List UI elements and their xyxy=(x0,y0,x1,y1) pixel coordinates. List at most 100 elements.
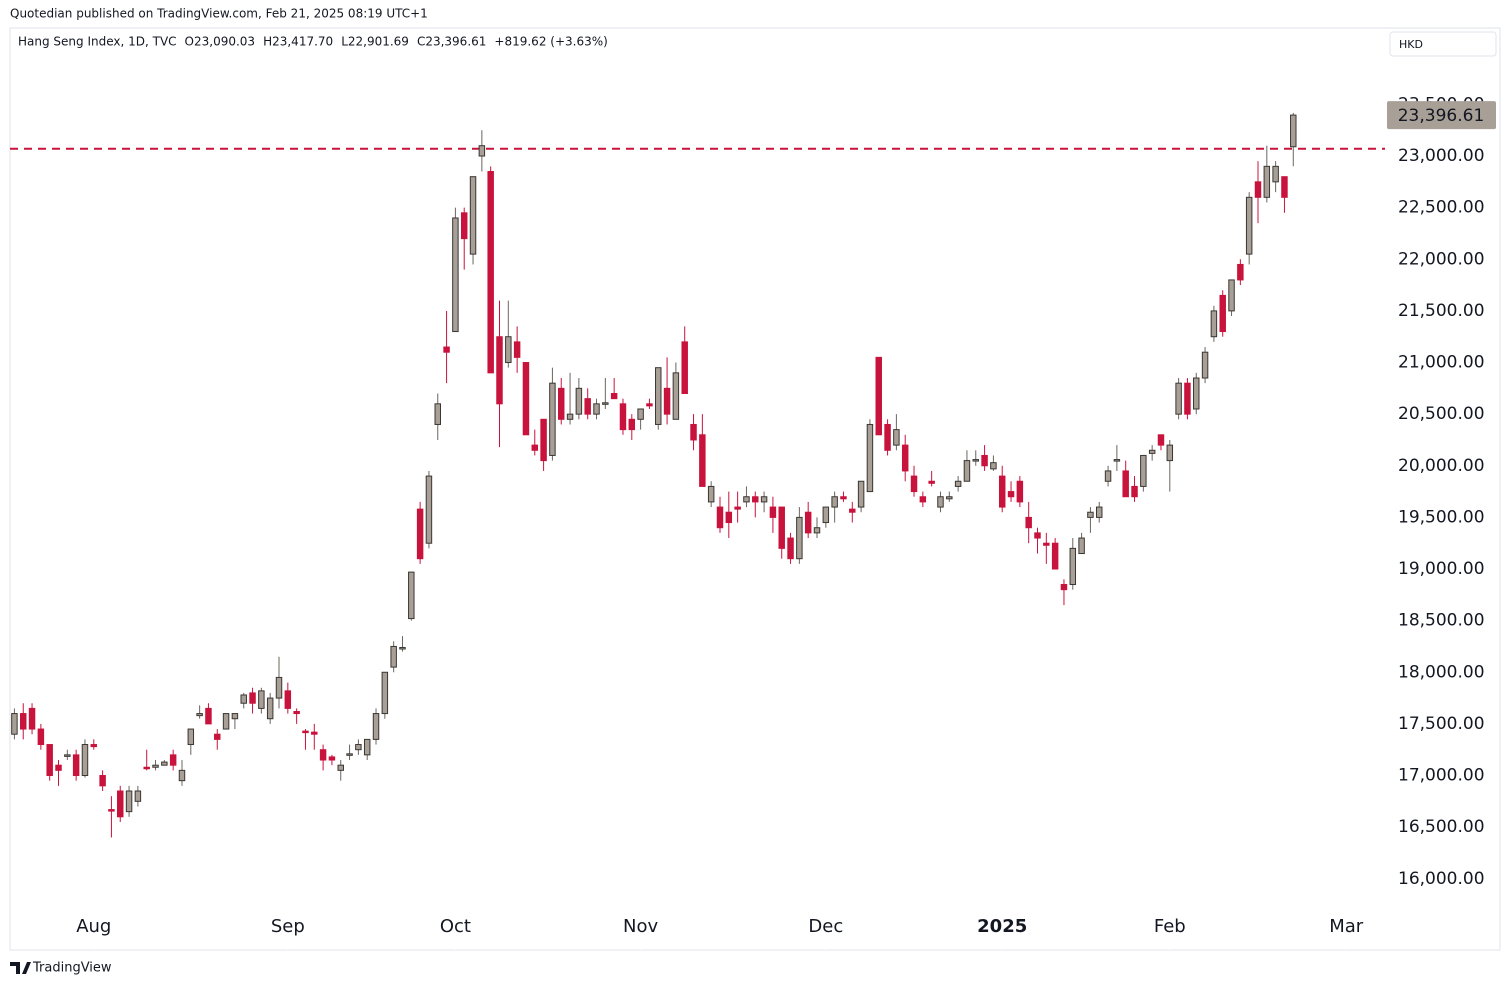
candle-body xyxy=(857,480,865,508)
candle-body xyxy=(346,753,353,756)
candle-body xyxy=(725,511,733,524)
candle-body xyxy=(672,372,680,420)
candle-body xyxy=(143,766,150,770)
y-tick-label: 20,000.00 xyxy=(1398,456,1485,476)
candle-body xyxy=(64,754,71,757)
candle-body xyxy=(1281,176,1288,198)
candle-body xyxy=(893,429,900,446)
candle-body xyxy=(1078,537,1085,555)
legend-value: C23,396.61 xyxy=(417,35,486,49)
candle-body xyxy=(161,761,168,766)
x-tick-label: Sep xyxy=(271,916,305,937)
candle-body xyxy=(849,508,856,513)
frame xyxy=(9,27,1501,951)
candle-body xyxy=(337,764,344,771)
y-tick-label: 16,500.00 xyxy=(1398,817,1485,837)
candle-body xyxy=(284,690,292,709)
candle-body xyxy=(37,728,45,746)
candle-body xyxy=(1201,351,1209,379)
candle-body xyxy=(1034,532,1041,539)
candle-body xyxy=(81,744,89,777)
candle-body xyxy=(655,367,662,425)
candle-body xyxy=(372,713,380,740)
x-tick-label: Aug xyxy=(76,916,111,937)
price-label-box xyxy=(1387,101,1496,130)
candle-body xyxy=(778,506,785,549)
y-tick-label: 22,000.00 xyxy=(1398,249,1485,269)
candle-body xyxy=(901,444,909,472)
y-tick-label: 21,000.00 xyxy=(1398,353,1485,373)
attribution: Quotedian published on TradingView.com, … xyxy=(10,7,428,21)
candle-body xyxy=(249,692,256,704)
candle-body xyxy=(1113,459,1121,462)
candle-body xyxy=(760,496,768,503)
candle-body xyxy=(311,731,318,735)
price-label: 23,396.61 xyxy=(1398,106,1485,126)
candle-body xyxy=(90,744,98,748)
y-tick-label: 16,000.00 xyxy=(1398,869,1485,889)
candle-body xyxy=(531,444,539,451)
candle-body xyxy=(46,744,53,777)
candle-body xyxy=(275,676,283,699)
x-tick-label: Feb xyxy=(1154,916,1186,937)
candle-body xyxy=(866,423,874,493)
candle-body xyxy=(566,413,574,420)
x-tick-label: Oct xyxy=(440,916,471,937)
candle-body xyxy=(487,171,494,374)
candle-body xyxy=(910,475,918,493)
candle-body xyxy=(460,212,468,240)
candle-body xyxy=(152,764,159,768)
candle-body xyxy=(355,744,362,751)
candle-body xyxy=(240,694,247,704)
candle-body xyxy=(425,475,433,544)
legend: Hang Seng Index, 1D, TVC xyxy=(18,35,177,49)
candle-body xyxy=(1007,491,1015,498)
candle-body xyxy=(266,697,274,720)
candle-body xyxy=(1051,542,1059,570)
candle-body xyxy=(522,362,530,436)
candle-body xyxy=(399,646,406,650)
candle-body xyxy=(1140,454,1147,487)
candle-body xyxy=(707,485,715,503)
candle-body xyxy=(734,506,741,510)
candle-body xyxy=(1219,294,1226,333)
candle-body xyxy=(549,382,556,456)
legend-value: +819.62 (+3.63%) xyxy=(494,35,607,49)
candle-body xyxy=(558,387,565,420)
candle-body xyxy=(363,738,371,756)
x-tick-label: Mar xyxy=(1329,916,1364,937)
candle-body xyxy=(1290,114,1297,148)
candle-body xyxy=(196,713,203,717)
candle-body xyxy=(513,341,521,358)
candle-body xyxy=(1254,181,1262,198)
candle-body xyxy=(1069,547,1077,586)
y-tick-label: 21,500.00 xyxy=(1398,301,1485,321)
candle-body xyxy=(505,336,512,364)
candle-body xyxy=(187,728,195,746)
candle-body xyxy=(434,403,441,425)
candle-body xyxy=(1184,382,1191,415)
candle-body xyxy=(381,671,389,715)
candle-body xyxy=(769,506,777,518)
legend-value: O23,090.03 xyxy=(185,35,256,49)
candle-body xyxy=(72,754,80,777)
candle-body xyxy=(319,749,327,761)
candle-body xyxy=(117,790,124,818)
candle-body xyxy=(1263,165,1271,198)
candle-body xyxy=(1166,444,1174,462)
candle-body xyxy=(1025,516,1032,529)
y-tick-label: 19,000.00 xyxy=(1398,559,1485,579)
candle-body xyxy=(840,496,847,500)
candle-body xyxy=(743,496,750,503)
candle-body xyxy=(954,480,962,487)
candle-body xyxy=(822,506,830,524)
candle-body xyxy=(813,527,821,534)
candle-body xyxy=(1237,263,1244,281)
candle-body xyxy=(990,462,997,470)
candle-body xyxy=(1087,511,1094,518)
candle-body xyxy=(981,454,988,467)
candle-body xyxy=(628,418,636,431)
candle-body xyxy=(963,460,971,482)
candle-body xyxy=(108,809,115,812)
candle-body xyxy=(928,480,935,484)
